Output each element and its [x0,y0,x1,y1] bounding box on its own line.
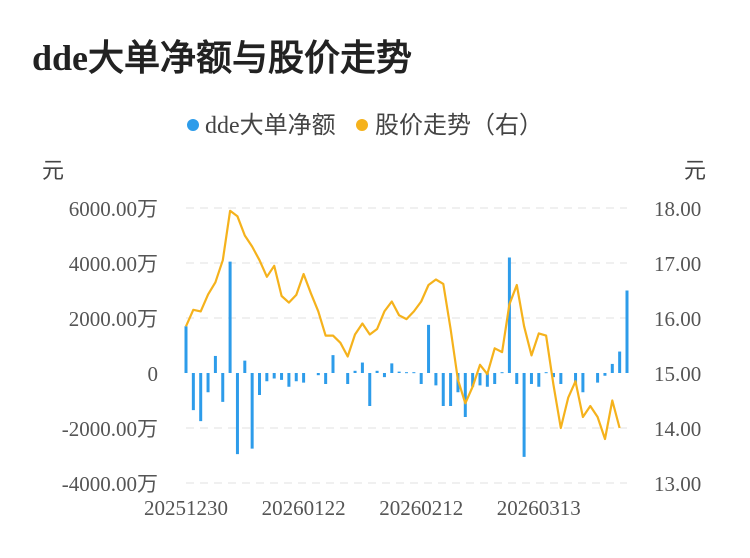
dde-bar [537,373,541,387]
dde-bar [500,372,504,374]
right-axis-unit: 元 [684,158,706,183]
dde-bar [346,373,350,384]
right-tick-label: 15.00 [654,362,701,386]
dde-bar [272,373,276,379]
right-tick-label: 16.00 [654,307,701,331]
x-axis-ticks: 20251230 20260122 20260212 20260313 [144,496,581,520]
price-line [184,209,621,441]
x-tick-label: 20260212 [379,496,463,520]
dde-bar [221,373,225,402]
dde-bar [206,373,210,393]
right-axis-ticks: 13.00 14.00 15.00 16.00 17.00 18.00 [654,197,701,496]
dde-bar [471,373,475,387]
dde-bar [353,370,357,373]
legend: dde大单净额 股价走势（右） [187,112,543,139]
left-tick-label: -2000.00万 [62,417,158,441]
dde-bar [552,373,555,378]
dde-bar [434,373,438,386]
right-tick-label: 17.00 [654,252,701,276]
price-line-series [184,209,621,441]
left-axis-unit: 元 [42,158,64,183]
dde-bar [331,355,335,373]
dde-bar [405,372,408,374]
dde-bar [463,373,467,417]
legend-marker-dde [187,119,199,131]
legend-label-dde: dde大单净额 [205,112,336,139]
dde-bar [368,373,372,406]
dde-bar [265,373,269,382]
chart-title: dde大单净额与股价走势 [32,38,412,78]
left-axis-ticks: -4000.00万 -2000.00万 0 2000.00万 4000.00万 6000.… [62,197,158,496]
right-tick-label: 14.00 [654,417,701,441]
left-tick-label: 2000.00万 [69,307,158,331]
x-tick-label: 20260313 [497,496,581,520]
left-tick-label: -4000.00万 [62,472,158,496]
dde-bar [618,351,622,373]
dde-bar [375,370,379,373]
legend-marker-price [356,119,368,131]
dde-bar [199,373,203,422]
left-tick-label: 6000.00万 [69,197,158,221]
dde-bar [625,290,629,373]
dde-bar [412,372,416,374]
dde-bar [485,373,489,387]
dde-bar [324,373,328,384]
grid-lines [186,207,627,484]
dde-bar [574,373,578,384]
dde-bar [360,362,364,373]
dde-bar [213,355,217,373]
left-tick-label: 0 [148,362,159,386]
dde-bar [191,373,195,411]
dde-bar [559,373,563,384]
dde-bar [235,373,239,455]
dde-bar [302,373,306,383]
dde-bar [287,373,291,387]
dde-bar [603,373,607,376]
dde-bar [581,373,585,393]
legend-label-price: 股价走势（右） [375,112,543,139]
dde-bar [529,373,533,384]
dde-bar [184,326,188,373]
dde-bar [280,373,284,380]
dde-bar-series [184,257,629,457]
dde-bar [478,373,482,386]
dde-bar [544,372,548,374]
dde-bar [427,324,431,373]
dde-bar [419,373,423,384]
dde-bar [449,373,453,406]
dde-bar [316,373,320,376]
dde-bar [243,360,247,373]
right-tick-label: 18.00 [654,197,701,221]
dde-bar [294,373,298,382]
dde-bar [228,261,232,373]
dde-bar [493,373,497,384]
dde-bar [397,371,401,373]
left-tick-label: 4000.00万 [69,252,158,276]
dde-bar [382,373,386,378]
dde-bar [390,363,394,373]
x-tick-label: 20260122 [262,496,346,520]
dde-bar [250,373,254,449]
dde-bar [596,373,600,383]
right-tick-label: 13.00 [654,472,701,496]
dde-bar [507,257,511,373]
dde-bar [515,373,519,384]
dde-bar [441,373,445,406]
x-tick-label: 20251230 [144,496,228,520]
dde-bar [610,363,614,373]
dde-bar [258,373,261,395]
dde-bar [522,373,526,457]
